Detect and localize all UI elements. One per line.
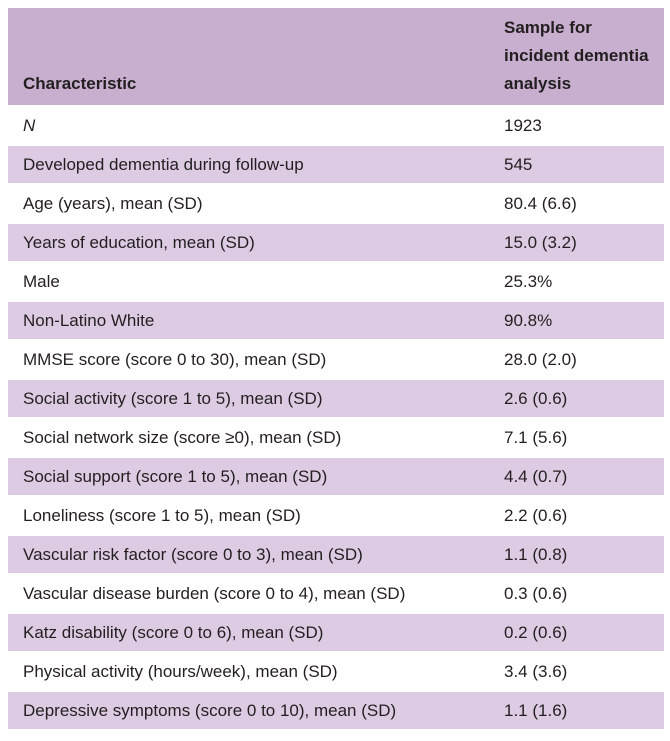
row-label: Loneliness (score 1 to 5), mean (SD) <box>8 496 494 536</box>
row-label: MMSE score (score 0 to 30), mean (SD) <box>8 340 494 380</box>
table-row: MMSE score (score 0 to 30), mean (SD) 28.… <box>8 340 664 380</box>
row-label: Social activity (score 1 to 5), mean (SD… <box>8 379 494 419</box>
row-value: 90.8% <box>494 301 664 341</box>
row-label: Developed dementia during follow-up <box>8 145 494 185</box>
table-row: N 1923 <box>8 106 664 146</box>
row-value: 25.3% <box>494 262 664 302</box>
row-label: Age (years), mean (SD) <box>8 184 494 224</box>
header-sample: Sample for incident dementia analysis <box>494 8 664 107</box>
table-row: Depressive symptoms (score 0 to 10), mea… <box>8 691 664 731</box>
header-characteristic: Characteristic <box>8 8 494 107</box>
row-value: 1.1 (0.8) <box>494 535 664 575</box>
row-value: 4.4 (0.7) <box>494 457 664 497</box>
table-body: N 1923 Developed dementia during follow-up… <box>8 106 664 731</box>
table-row: Social support (score 1 to 5), mean (SD)… <box>8 457 664 497</box>
row-label: N <box>8 106 494 146</box>
row-value: 0.3 (0.6) <box>494 574 664 614</box>
row-value: 7.1 (5.6) <box>494 418 664 458</box>
row-value: 1.1 (1.6) <box>494 691 664 731</box>
row-label: Depressive symptoms (score 0 to 10), mea… <box>8 691 494 731</box>
table-row: Male 25.3% <box>8 262 664 302</box>
row-value: 15.0 (3.2) <box>494 223 664 263</box>
row-value: 3.4 (3.6) <box>494 652 664 692</box>
table-row: Physical activity (hours/week), mean (SD… <box>8 652 664 692</box>
row-label: Vascular disease burden (score 0 to 4), … <box>8 574 494 614</box>
row-label: Katz disability (score 0 to 6), mean (SD… <box>8 613 494 653</box>
row-label: Vascular risk factor (score 0 to 3), mea… <box>8 535 494 575</box>
table-row: Vascular disease burden (score 0 to 4), … <box>8 574 664 614</box>
row-value: 2.2 (0.6) <box>494 496 664 536</box>
row-value: 0.2 (0.6) <box>494 613 664 653</box>
row-label: Non-Latino White <box>8 301 494 341</box>
table-row: Social activity (score 1 to 5), mean (SD… <box>8 379 664 419</box>
row-label: Social support (score 1 to 5), mean (SD) <box>8 457 494 497</box>
table-row: Non-Latino White 90.8% <box>8 301 664 341</box>
table-row: Years of education, mean (SD) 15.0 (3.2) <box>8 223 664 263</box>
row-value: 545 <box>494 145 664 185</box>
row-label: Years of education, mean (SD) <box>8 223 494 263</box>
table-row: Age (years), mean (SD) 80.4 (6.6) <box>8 184 664 224</box>
table-row: Katz disability (score 0 to 6), mean (SD… <box>8 613 664 653</box>
row-value: 2.6 (0.6) <box>494 379 664 419</box>
table-row: Loneliness (score 1 to 5), mean (SD) 2.2 … <box>8 496 664 536</box>
row-label: Social network size (score ≥0), mean (SD… <box>8 418 494 458</box>
row-value: 1923 <box>494 106 664 146</box>
row-value: 80.4 (6.6) <box>494 184 664 224</box>
row-label: Physical activity (hours/week), mean (SD… <box>8 652 494 692</box>
table-header-row: Characteristic Sample for incident demen… <box>8 8 664 107</box>
table-row: Developed dementia during follow-up 545 <box>8 145 664 185</box>
row-value: 28.0 (2.0) <box>494 340 664 380</box>
table-row: Vascular risk factor (score 0 to 3), mea… <box>8 535 664 575</box>
characteristics-table: Characteristic Sample for incident demen… <box>8 8 664 731</box>
row-label: Male <box>8 262 494 302</box>
table-row: Social network size (score ≥0), mean (SD… <box>8 418 664 458</box>
